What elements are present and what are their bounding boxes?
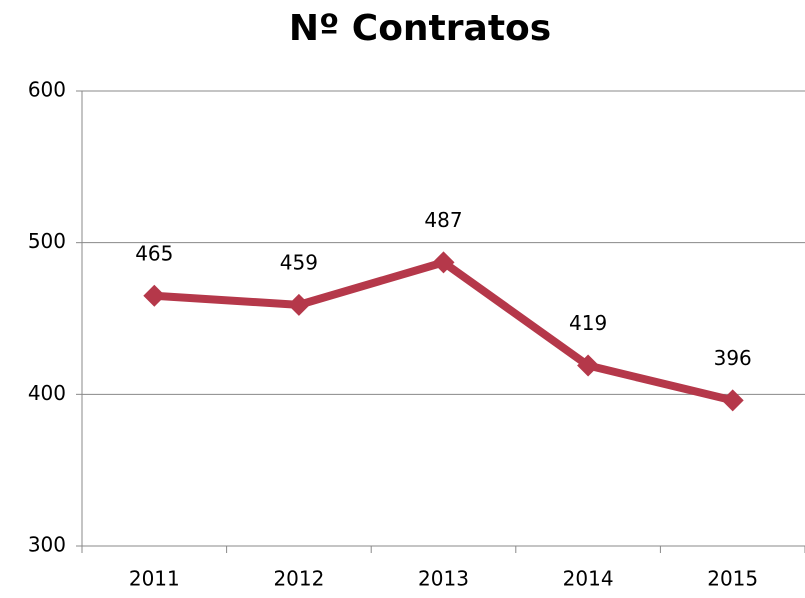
data-label: 396 [714,346,752,370]
data-label: 419 [569,311,607,335]
y-tick-label: 600 [28,78,66,102]
marker [721,389,744,412]
marker [143,284,166,307]
chart-title: Nº Contratos [289,8,551,49]
data-label: 487 [424,208,462,232]
line [154,258,734,405]
data-label: 459 [280,250,318,274]
x-tick-label: 2012 [273,567,324,591]
data-label: 465 [135,241,173,265]
y-tick-label: 400 [28,381,66,405]
x-tick-label: 2014 [563,567,614,591]
marker [287,293,310,316]
y-tick-label: 500 [28,229,66,253]
marker [577,354,600,377]
x-tick-label: 2013 [418,567,469,591]
marker [432,251,455,274]
y-tick-label: 300 [28,533,66,557]
x-tick-label: 2015 [707,567,758,591]
x-tick-label: 2011 [129,567,180,591]
